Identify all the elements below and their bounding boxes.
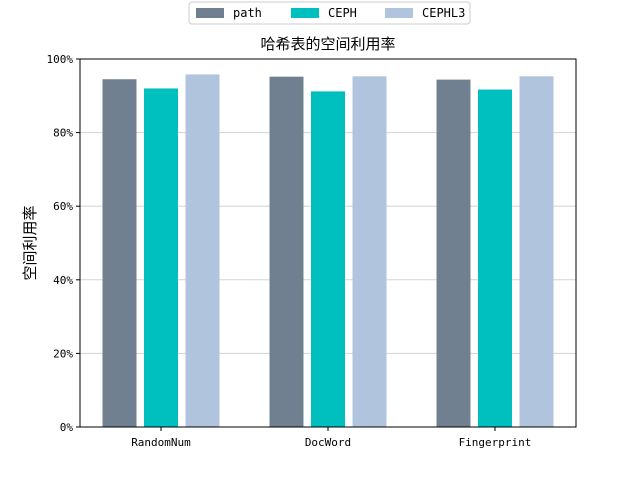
y-tick-label: 40% bbox=[53, 274, 73, 287]
bars bbox=[102, 74, 554, 428]
y-tick-label: 60% bbox=[53, 200, 73, 213]
bar-ceph-docword bbox=[311, 91, 345, 427]
y-tick-label: 100% bbox=[47, 53, 74, 66]
x-tick-label: Fingerprint bbox=[459, 436, 532, 449]
y-tick-label: 80% bbox=[53, 127, 73, 140]
bar-path-randomnum bbox=[102, 79, 137, 428]
x-tick-label: RandomNum bbox=[131, 436, 191, 449]
legend-label-path: path bbox=[233, 6, 262, 20]
bar-path-fingerprint bbox=[436, 79, 471, 427]
plot-frame bbox=[79, 58, 577, 428]
legend-frame bbox=[188, 1, 471, 25]
bar-cephl3-fingerprint bbox=[519, 76, 554, 428]
x-tick-label: DocWord bbox=[305, 436, 351, 449]
bar-cephl3-docword bbox=[352, 76, 387, 428]
legend: path CEPH CEPHL3 bbox=[188, 1, 471, 25]
bar-ceph-randomnum bbox=[144, 88, 178, 427]
legend-label-ceph: CEPH bbox=[328, 6, 357, 20]
bar-path-docword bbox=[269, 76, 304, 427]
y-tick-label: 0% bbox=[60, 421, 74, 434]
legend-swatch-ceph bbox=[291, 8, 319, 18]
bar-ceph-fingerprint bbox=[478, 89, 512, 427]
legend-swatch-path bbox=[196, 8, 224, 18]
x-axis-ticks: RandomNum DocWord Fingerprint bbox=[131, 427, 531, 449]
chart-title: 哈希表的空间利用率 bbox=[260, 35, 395, 53]
y-axis-label: 空间利用率 bbox=[21, 205, 39, 280]
legend-label-cephl3: CEPHL3 bbox=[422, 6, 465, 20]
bar-cephl3-randomnum bbox=[185, 74, 220, 428]
y-axis-ticks: 0% 20% 40% 60% 80% 100% bbox=[47, 53, 80, 434]
y-tick-label: 20% bbox=[53, 347, 73, 360]
legend-swatch-cephl3 bbox=[385, 8, 413, 18]
